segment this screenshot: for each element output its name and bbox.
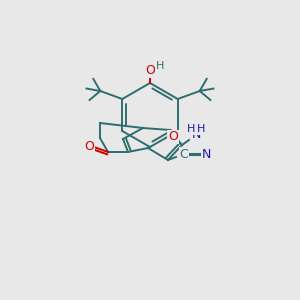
Text: N: N [201, 148, 211, 160]
Text: O: O [145, 64, 155, 77]
Text: H: H [197, 124, 205, 134]
Text: H: H [187, 124, 195, 134]
Text: C: C [180, 148, 188, 160]
Text: O: O [168, 130, 178, 143]
Text: N: N [191, 128, 201, 142]
Text: O: O [84, 140, 94, 154]
Text: H: H [156, 61, 164, 71]
